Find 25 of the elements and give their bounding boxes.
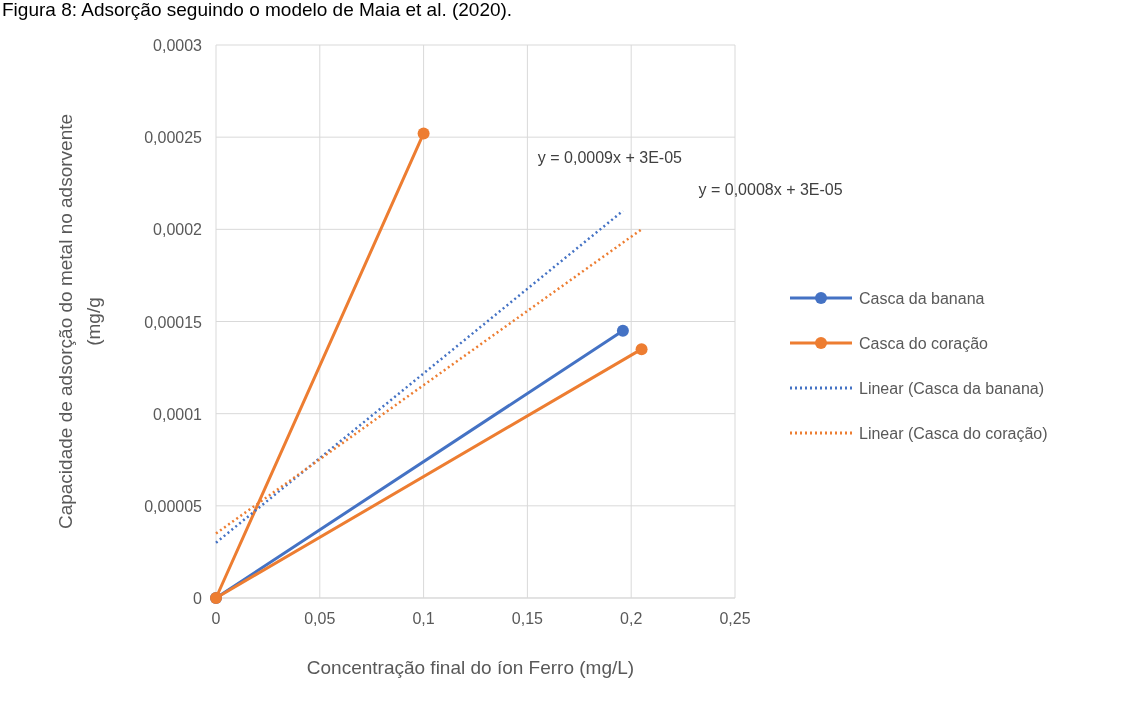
y-tick-label: 0,0002 xyxy=(153,221,203,239)
legend-label: Casca da banana xyxy=(859,290,985,307)
x-tick-label: 0,25 xyxy=(719,610,751,627)
legend-label: Casca do coração xyxy=(859,335,989,352)
x-tick-label: 0,15 xyxy=(511,610,544,627)
y-tick-label: 0 xyxy=(193,590,203,607)
y-tick-label: 0,00005 xyxy=(144,497,203,515)
y-tick-label: 0,00015 xyxy=(144,313,203,331)
legend-label: Linear (Casca da banana) xyxy=(859,380,1045,397)
y-tick-label: 0,00025 xyxy=(144,129,203,147)
x-tick-label: 0,05 xyxy=(304,610,336,627)
point xyxy=(635,343,648,356)
annotation: y = 0,0009x + 3E-05 xyxy=(537,148,683,166)
x-tick-label: 0,2 xyxy=(620,610,643,627)
x-axis-title: Concentração final do íon Ferro (mg/L) xyxy=(306,657,635,678)
x-tick-label: 0 xyxy=(211,610,221,627)
y-axis-title: Capacidade de adsorção do metal no adsorvente (mg/g xyxy=(55,113,104,530)
legend-label: Linear (Casca do coração) xyxy=(859,425,1048,442)
point xyxy=(616,324,629,337)
chart-title: Figura 8: Adsorção seguindo o modelo de Maia et al. (2020). xyxy=(2,0,513,20)
y-tick-label: 0,0001 xyxy=(153,405,203,423)
x-tick-label: 0,1 xyxy=(412,610,435,627)
y-tick-label: 0,0003 xyxy=(153,37,203,54)
annotation: y = 0,0008x + 3E-05 xyxy=(698,181,843,199)
point xyxy=(417,127,430,140)
